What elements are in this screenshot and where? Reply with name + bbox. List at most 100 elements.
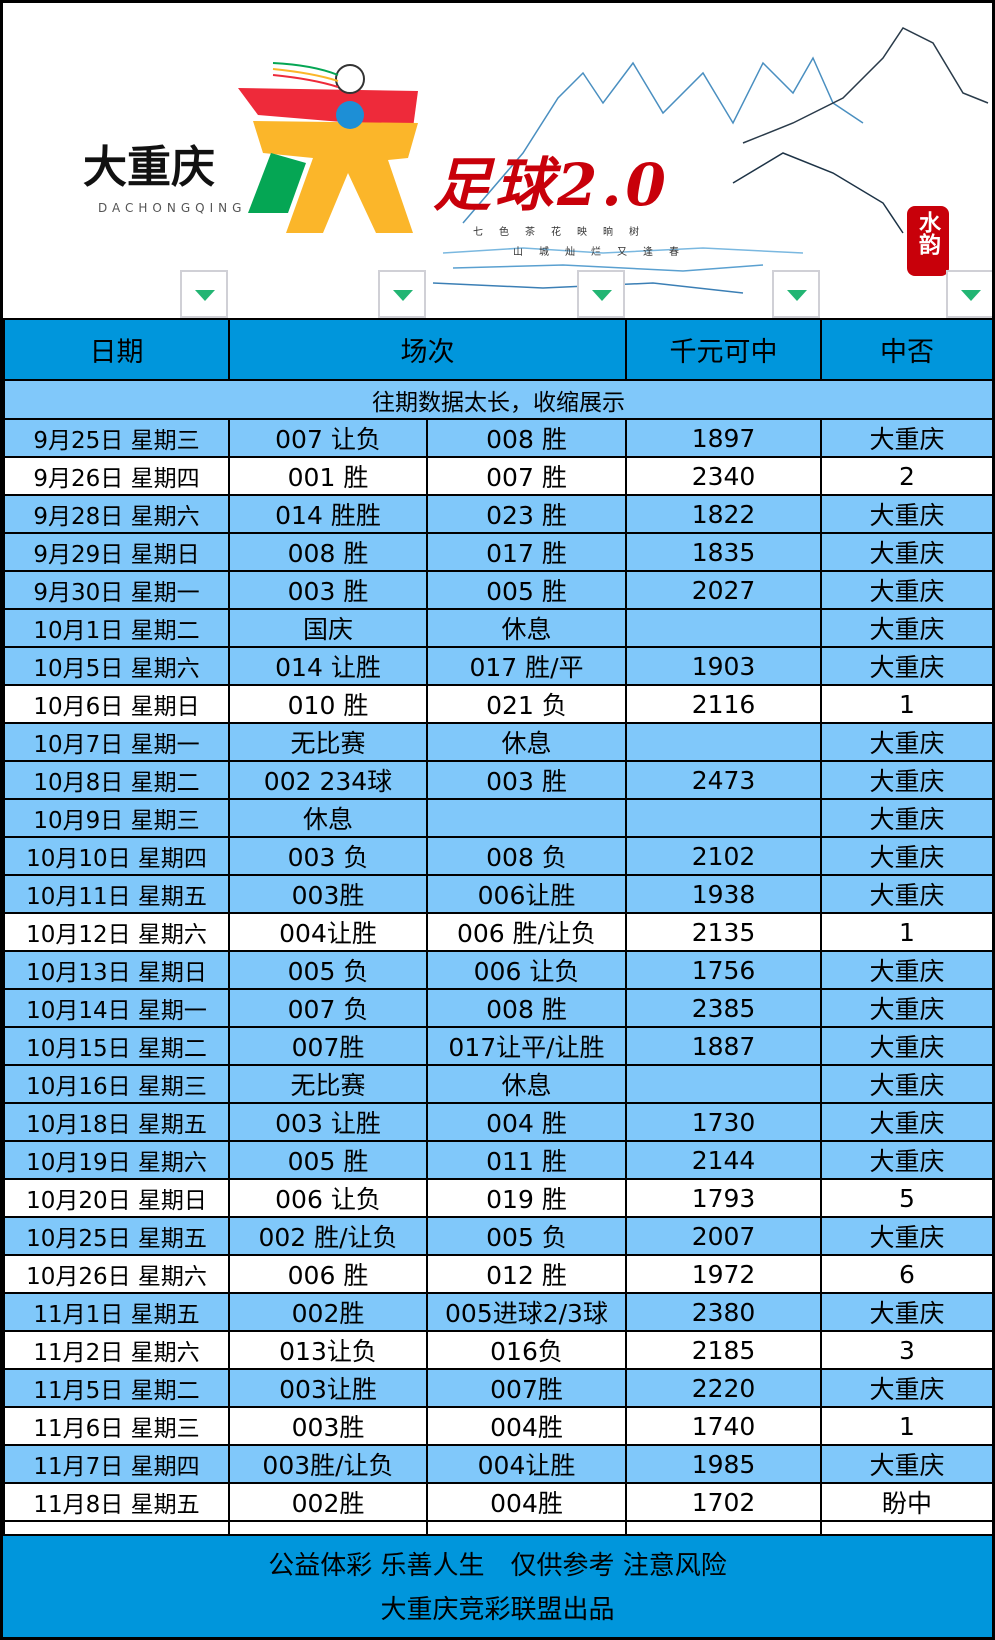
date-cell[interactable]: 9月25日 星期三 <box>3 418 230 458</box>
match-b-cell[interactable]: 021 负 <box>426 684 627 724</box>
date-cell[interactable]: 10月11日 星期五 <box>3 874 230 914</box>
match-b-cell[interactable]: 004 胜 <box>426 1102 627 1142</box>
date-cell[interactable]: 10月6日 星期日 <box>3 684 230 724</box>
result-cell[interactable]: 6 <box>820 1254 994 1294</box>
date-cell[interactable]: 11月2日 星期六 <box>3 1330 230 1370</box>
prize-cell[interactable] <box>625 798 822 838</box>
prize-cell[interactable]: 2380 <box>625 1292 822 1332</box>
prize-cell[interactable] <box>625 608 822 648</box>
date-cell[interactable]: 10月19日 星期六 <box>3 1140 230 1180</box>
match-b-cell[interactable]: 006 胜/让负 <box>426 912 627 952</box>
result-cell[interactable]: 大重庆 <box>820 950 994 990</box>
date-cell[interactable]: 9月26日 星期四 <box>3 456 230 496</box>
match-a-cell[interactable]: 010 胜 <box>228 684 428 724</box>
match-b-cell[interactable]: 休息 <box>426 608 627 648</box>
date-cell[interactable]: 9月28日 星期六 <box>3 494 230 534</box>
filter-dropdown-match-a[interactable] <box>378 270 426 318</box>
match-a-cell[interactable]: 014 胜胜 <box>228 494 428 534</box>
header-date[interactable]: 日期 <box>3 318 230 381</box>
result-cell[interactable]: 大重庆 <box>820 1444 994 1484</box>
result-cell[interactable]: 大重庆 <box>820 608 994 648</box>
match-a-cell[interactable]: 013让负 <box>228 1330 428 1370</box>
prize-cell[interactable]: 2007 <box>625 1216 822 1256</box>
result-cell[interactable]: 大重庆 <box>820 1216 994 1256</box>
result-cell[interactable]: 大重庆 <box>820 1102 994 1142</box>
date-cell[interactable]: 9月30日 星期一 <box>3 570 230 610</box>
match-b-cell[interactable]: 023 胜 <box>426 494 627 534</box>
date-cell[interactable]: 10月20日 星期日 <box>3 1178 230 1218</box>
match-b-cell[interactable] <box>426 798 627 838</box>
prize-cell[interactable]: 2473 <box>625 760 822 800</box>
match-b-cell[interactable]: 008 胜 <box>426 418 627 458</box>
prize-cell[interactable]: 1972 <box>625 1254 822 1294</box>
date-cell[interactable]: 11月1日 星期五 <box>3 1292 230 1332</box>
prize-cell[interactable]: 2185 <box>625 1330 822 1370</box>
match-b-cell[interactable]: 016负 <box>426 1330 627 1370</box>
match-b-cell[interactable]: 005 负 <box>426 1216 627 1256</box>
date-cell[interactable]: 10月15日 星期二 <box>3 1026 230 1066</box>
date-cell[interactable]: 11月7日 星期四 <box>3 1444 230 1484</box>
prize-cell[interactable]: 1822 <box>625 494 822 534</box>
result-cell[interactable]: 2 <box>820 456 994 496</box>
match-b-cell[interactable]: 004胜 <box>426 1482 627 1522</box>
prize-cell[interactable] <box>625 722 822 762</box>
prize-cell[interactable]: 1985 <box>625 1444 822 1484</box>
match-a-cell[interactable]: 002胜 <box>228 1482 428 1522</box>
prize-cell[interactable]: 1835 <box>625 532 822 572</box>
date-cell[interactable]: 10月9日 星期三 <box>3 798 230 838</box>
date-cell[interactable]: 11月6日 星期三 <box>3 1406 230 1446</box>
prize-cell[interactable]: 2135 <box>625 912 822 952</box>
result-cell[interactable]: 大重庆 <box>820 418 994 458</box>
prize-cell[interactable]: 1887 <box>625 1026 822 1066</box>
match-b-cell[interactable]: 休息 <box>426 722 627 762</box>
prize-cell[interactable]: 2220 <box>625 1368 822 1408</box>
match-a-cell[interactable]: 004让胜 <box>228 912 428 952</box>
match-a-cell[interactable]: 休息 <box>228 798 428 838</box>
result-cell[interactable]: 大重庆 <box>820 570 994 610</box>
date-cell[interactable]: 10月10日 星期四 <box>3 836 230 876</box>
match-a-cell[interactable]: 014 让胜 <box>228 646 428 686</box>
match-a-cell[interactable]: 无比赛 <box>228 1064 428 1104</box>
match-a-cell[interactable]: 006 让负 <box>228 1178 428 1218</box>
match-a-cell[interactable]: 002 234球 <box>228 760 428 800</box>
filter-dropdown-match-b[interactable] <box>577 270 625 318</box>
result-cell[interactable]: 大重庆 <box>820 836 994 876</box>
result-cell[interactable]: 大重庆 <box>820 1026 994 1066</box>
prize-cell[interactable]: 2385 <box>625 988 822 1028</box>
date-cell[interactable]: 10月14日 星期一 <box>3 988 230 1028</box>
match-a-cell[interactable]: 国庆 <box>228 608 428 648</box>
prize-cell[interactable]: 1897 <box>625 418 822 458</box>
result-cell[interactable]: 大重庆 <box>820 1140 994 1180</box>
match-b-cell[interactable]: 004让胜 <box>426 1444 627 1484</box>
date-cell[interactable]: 10月13日 星期日 <box>3 950 230 990</box>
header-prize[interactable]: 千元可中 <box>625 318 822 381</box>
match-b-cell[interactable]: 休息 <box>426 1064 627 1104</box>
prize-cell[interactable]: 1903 <box>625 646 822 686</box>
result-cell[interactable]: 大重庆 <box>820 532 994 572</box>
prize-cell[interactable]: 2144 <box>625 1140 822 1180</box>
match-a-cell[interactable]: 003胜 <box>228 1406 428 1446</box>
match-b-cell[interactable]: 019 胜 <box>426 1178 627 1218</box>
result-cell[interactable]: 大重庆 <box>820 1064 994 1104</box>
date-cell[interactable]: 10月25日 星期五 <box>3 1216 230 1256</box>
prize-cell[interactable]: 2027 <box>625 570 822 610</box>
match-a-cell[interactable]: 005 胜 <box>228 1140 428 1180</box>
filter-dropdown-prize[interactable] <box>772 270 820 318</box>
match-b-cell[interactable]: 005进球2/3球 <box>426 1292 627 1332</box>
match-b-cell[interactable]: 017 胜/平 <box>426 646 627 686</box>
date-cell[interactable]: 10月8日 星期二 <box>3 760 230 800</box>
match-b-cell[interactable]: 007胜 <box>426 1368 627 1408</box>
result-cell[interactable]: 5 <box>820 1178 994 1218</box>
prize-cell[interactable]: 1756 <box>625 950 822 990</box>
date-cell[interactable]: 10月1日 星期二 <box>3 608 230 648</box>
match-a-cell[interactable]: 001 胜 <box>228 456 428 496</box>
prize-cell[interactable]: 1793 <box>625 1178 822 1218</box>
prize-cell[interactable]: 2340 <box>625 456 822 496</box>
match-a-cell[interactable]: 003胜/让负 <box>228 1444 428 1484</box>
prize-cell[interactable] <box>625 1064 822 1104</box>
match-b-cell[interactable]: 008 胜 <box>426 988 627 1028</box>
match-b-cell[interactable]: 003 胜 <box>426 760 627 800</box>
match-a-cell[interactable]: 002 胜/让负 <box>228 1216 428 1256</box>
match-b-cell[interactable]: 012 胜 <box>426 1254 627 1294</box>
result-cell[interactable]: 1 <box>820 684 994 724</box>
